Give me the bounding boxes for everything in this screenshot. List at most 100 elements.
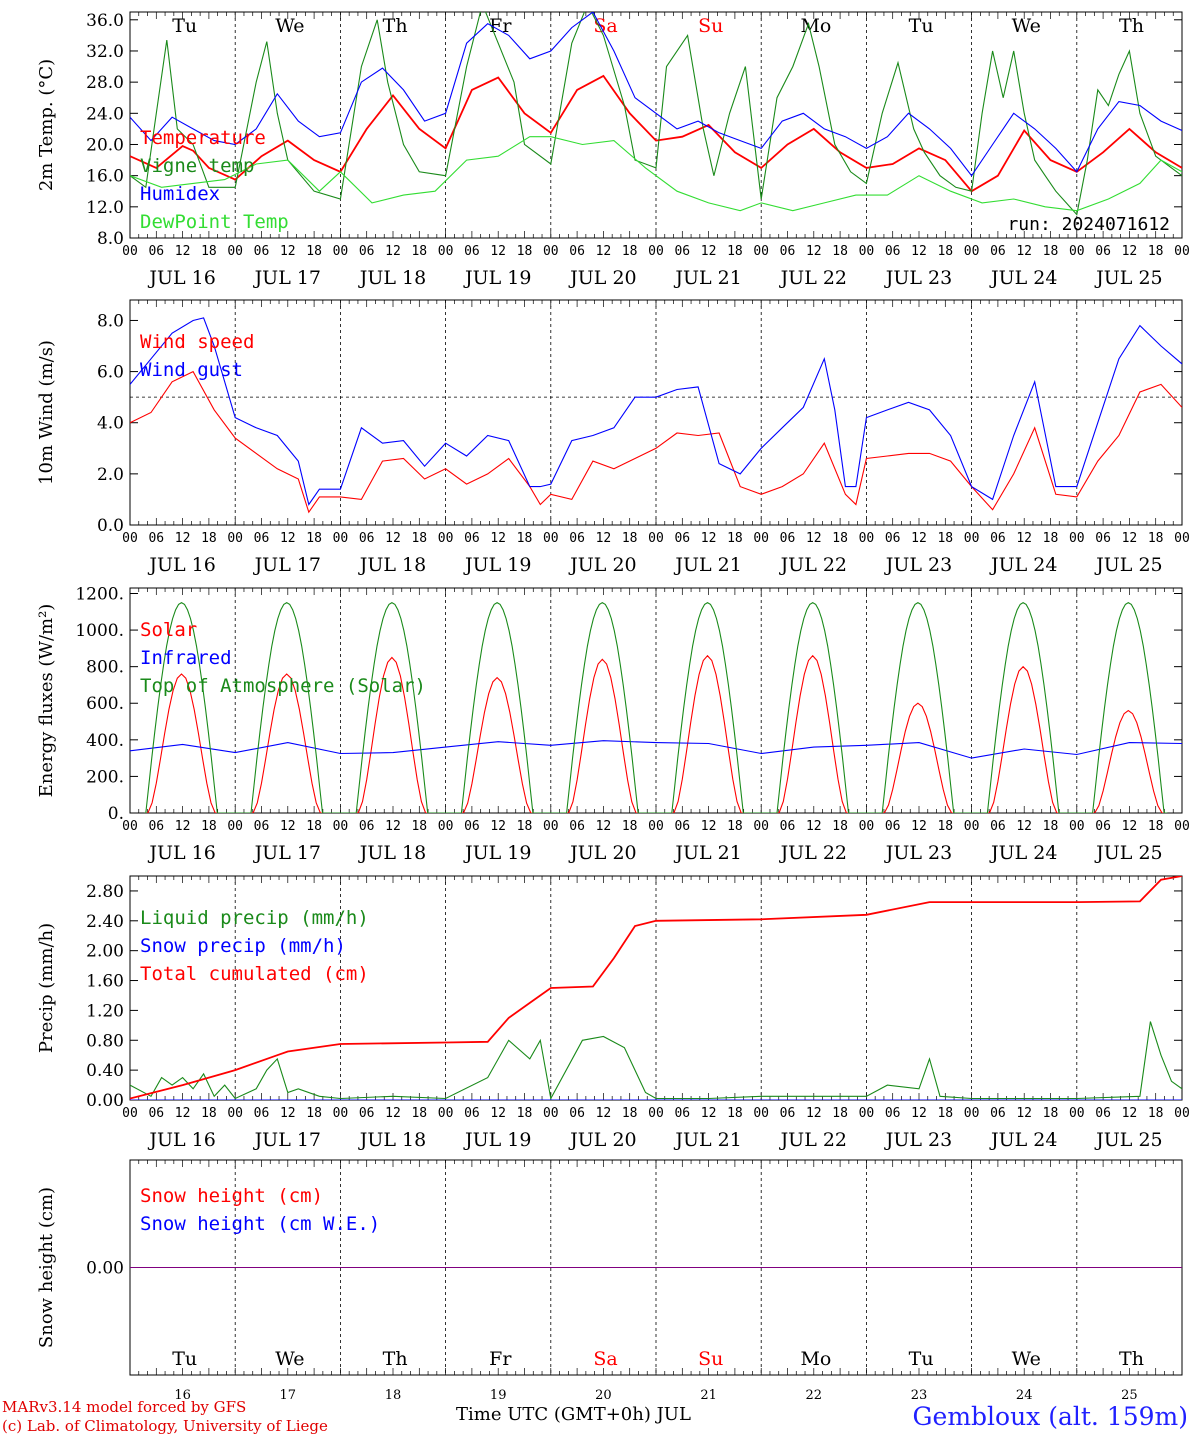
hour-tick-label: 18 (201, 1106, 217, 1121)
hour-tick-label: 00 (648, 819, 664, 834)
legend-entry: Snow height (cm) (140, 1185, 323, 1207)
hour-tick-label: 00 (227, 1106, 243, 1121)
hour-tick-label: 00 (859, 819, 875, 834)
hour-tick-label: 18 (1148, 819, 1164, 834)
day-name-label: Mo (800, 15, 831, 37)
hour-tick-label: 06 (990, 1106, 1006, 1121)
series-line-vigne-temp (130, 12, 1182, 216)
hour-tick-label: 18 (517, 819, 533, 834)
date-label: JUL 24 (989, 267, 1057, 289)
hour-tick-label: 00 (753, 244, 769, 259)
hour-tick-label: 12 (806, 1106, 822, 1121)
day-name-label: Th (1119, 15, 1144, 37)
hour-tick-label: 06 (885, 244, 901, 259)
hour-tick-label: 18 (832, 531, 848, 546)
date-label: JUL 17 (253, 267, 321, 289)
panel-5: 0.00 Snow height (cm) Tu We Th Fr Sa Su Mo Tu We Th… (36, 1159, 1183, 1403)
day-name-label: Mo (800, 1348, 831, 1370)
legend-entry: Top of Atmosphere (Solar) (140, 675, 426, 697)
hour-tick-label: 00 (333, 1106, 349, 1121)
hour-tick-label: 12 (1016, 244, 1032, 259)
hour-tick-label: 06 (1095, 1106, 1111, 1121)
series-line-temperature (130, 74, 1182, 193)
day-name-label: Sa (593, 1348, 617, 1370)
hour-tick-label: 12 (806, 819, 822, 834)
hour-tick-label: 00 (543, 244, 559, 259)
hour-tick-label: 12 (385, 819, 401, 834)
hour-tick-label: 00 (1174, 244, 1190, 259)
date-label: JUL 25 (1094, 1129, 1162, 1151)
series-line-total-cumulated-cm- (130, 876, 1182, 1100)
day-name-label: Th (383, 1348, 408, 1370)
hour-tick-label: 18 (832, 1106, 848, 1121)
date-label: JUL 20 (568, 554, 636, 576)
y-tick-label: 1.60 (86, 972, 124, 992)
hour-tick-label: 18 (832, 819, 848, 834)
hour-tick-label: 06 (569, 531, 585, 546)
hour-tick-label: 18 (622, 531, 638, 546)
hour-tick-label: 00 (122, 531, 138, 546)
hour-tick-label: 18 (622, 244, 638, 259)
hour-tick-label: 06 (885, 1106, 901, 1121)
hour-tick-label: 12 (596, 819, 612, 834)
y-tick-label: 2.0 (97, 465, 124, 485)
series-line-top-of-atmosphere-solar- (144, 601, 1168, 813)
hour-tick-label: 00 (1069, 1106, 1085, 1121)
date-label: JUL 23 (884, 267, 952, 289)
y-tick-label: 400. (86, 731, 124, 751)
hour-tick-label: 12 (1122, 1106, 1138, 1121)
hour-tick-label: 12 (1122, 819, 1138, 834)
hour-tick-label: 06 (464, 244, 480, 259)
date-label: JUL 20 (568, 1129, 636, 1151)
hour-tick-label: 12 (596, 531, 612, 546)
hour-tick-label: 12 (911, 531, 927, 546)
date-label: JUL 24 (989, 554, 1057, 576)
y-tick-label: 0.80 (86, 1031, 124, 1051)
hour-tick-label: 18 (517, 531, 533, 546)
hour-tick-label: 12 (701, 244, 717, 259)
hour-tick-label: 00 (964, 819, 980, 834)
date-label: JUL 16 (147, 267, 215, 289)
y-tick-label: 8.0 (97, 311, 124, 331)
y-tick-label: 28.0 (86, 73, 124, 93)
day-name-label: Tu (909, 1348, 934, 1370)
hour-tick-label: 18 (306, 1106, 322, 1121)
hour-tick-label: 06 (569, 819, 585, 834)
hour-tick-label: 06 (254, 531, 270, 546)
hour-tick-label: 12 (280, 1106, 296, 1121)
series-group (130, 12, 1182, 216)
hour-tick-label: 12 (385, 531, 401, 546)
hour-tick-label: 18 (1148, 531, 1164, 546)
hour-tick-label: 06 (148, 244, 164, 259)
legend-entry: Wind gust (140, 359, 243, 381)
day-number-label: 23 (911, 1388, 928, 1403)
y-tick-label: 2.00 (86, 942, 124, 962)
hour-tick-label: 06 (569, 244, 585, 259)
series-line-dewpoint-temp (130, 136, 1182, 212)
date-label: JUL 23 (884, 842, 952, 864)
hour-tick-label: 12 (911, 819, 927, 834)
legend-entry: Vigne temp (140, 155, 254, 177)
day-name-label: Su (698, 15, 723, 37)
date-label: JUL 16 (147, 1129, 215, 1151)
day-name-label: Fr (489, 1348, 512, 1370)
date-label: JUL 22 (779, 554, 847, 576)
y-tick-label: 12.0 (86, 198, 124, 218)
y-tick-label: 0.00 (86, 1091, 124, 1111)
day-name-label: Fr (489, 15, 512, 37)
hour-tick-label: 00 (753, 1106, 769, 1121)
hour-tick-label: 06 (359, 1106, 375, 1121)
hour-tick-label: 18 (1148, 244, 1164, 259)
panel-1: 8.0 12.0 16.0 20.0 24.0 28.0 32.0 36.0 2m Temp. … (36, 11, 1190, 289)
legend-entry: Solar (140, 619, 197, 641)
date-label: JUL 21 (673, 842, 741, 864)
y-tick-label: 36.0 (86, 11, 124, 31)
date-label: JUL 16 (147, 842, 215, 864)
date-label: JUL 19 (463, 554, 531, 576)
day-name-label: Su (698, 1348, 723, 1370)
day-number-label: 20 (595, 1388, 612, 1403)
date-label: JUL 18 (358, 554, 426, 576)
hour-tick-label: 00 (964, 531, 980, 546)
hour-tick-label: 18 (727, 819, 743, 834)
hour-tick-label: 00 (438, 244, 454, 259)
